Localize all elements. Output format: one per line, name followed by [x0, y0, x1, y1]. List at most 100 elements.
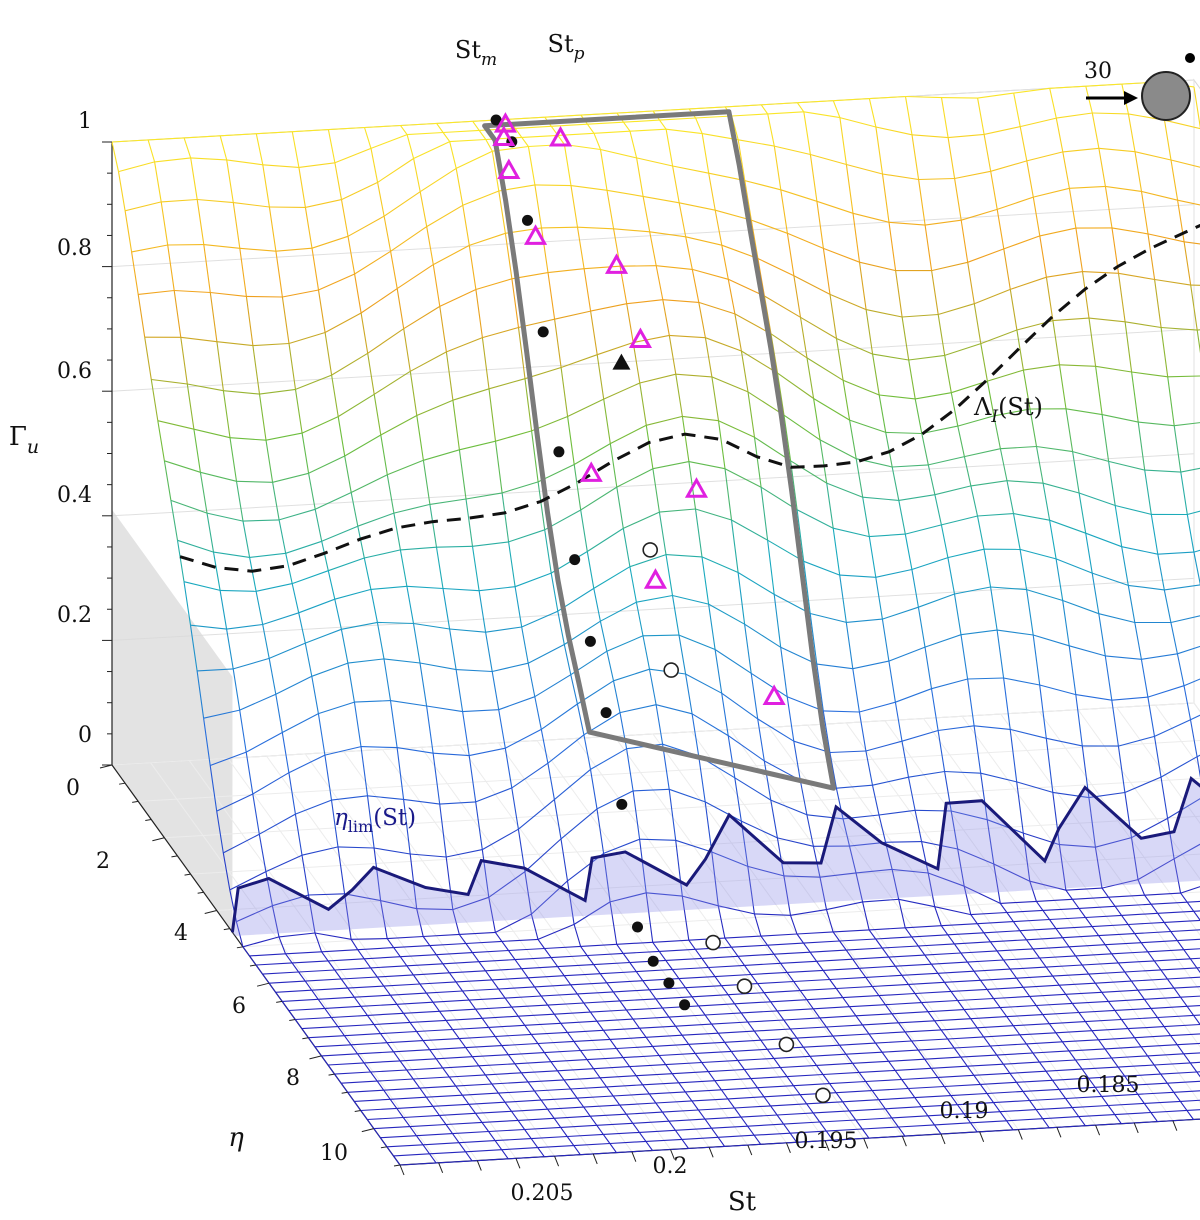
mesh-line — [1187, 900, 1200, 902]
mesh-line — [1141, 941, 1177, 943]
mesh-line — [1167, 977, 1200, 979]
mesh-line — [912, 1039, 948, 1041]
mesh-line — [803, 1047, 810, 1056]
mesh-line — [1187, 1004, 1200, 1006]
mesh-line — [367, 1015, 374, 1024]
mesh-line — [1181, 893, 1188, 902]
mesh-line — [764, 761, 771, 800]
mesh-line — [1049, 1126, 1085, 1128]
mesh-line — [476, 1111, 512, 1113]
mesh-line — [892, 1116, 928, 1118]
mesh-line — [712, 1128, 719, 1137]
mesh-line — [420, 984, 427, 993]
mesh-line — [695, 1053, 702, 1062]
mesh-line — [958, 1001, 965, 1010]
mesh-line — [984, 931, 1020, 933]
mesh-line — [1046, 1069, 1082, 1071]
mesh-line — [617, 942, 653, 944]
mesh-line — [974, 1075, 981, 1084]
mesh-line — [643, 635, 679, 636]
mesh-line — [498, 1093, 505, 1102]
mesh-line — [521, 1071, 557, 1073]
mesh-line — [942, 98, 978, 99]
mesh-line — [1043, 910, 1050, 919]
mesh-line — [368, 796, 404, 800]
mesh-line — [1046, 738, 1053, 792]
mesh-line — [571, 983, 607, 985]
mesh-line — [439, 1115, 446, 1124]
mesh-line — [476, 1113, 483, 1122]
mesh-line — [308, 1036, 344, 1038]
mesh-line — [515, 960, 522, 969]
eta-tick — [171, 856, 177, 857]
mesh-line — [413, 973, 449, 975]
mesh-line — [371, 966, 407, 968]
st-tick — [593, 1154, 597, 1164]
mesh-line — [954, 1046, 990, 1048]
mesh-line — [1144, 1101, 1180, 1103]
mesh-line — [302, 847, 338, 855]
mesh-line — [512, 1005, 548, 1007]
mesh-line — [246, 296, 282, 297]
mesh-line — [686, 986, 722, 988]
mesh-line — [1079, 1115, 1115, 1117]
mesh-line — [1194, 1013, 1200, 1015]
mesh-line — [354, 1099, 390, 1101]
mesh-line — [299, 970, 335, 972]
mesh-line — [738, 1058, 774, 1060]
mesh-line — [679, 977, 715, 979]
mesh-line — [1036, 1110, 1043, 1119]
mesh-line — [590, 1114, 626, 1116]
mesh-line — [584, 735, 591, 770]
mesh-line — [525, 1130, 532, 1139]
mesh-line — [909, 772, 945, 778]
mesh-line — [728, 736, 764, 761]
mesh-line — [554, 800, 561, 839]
mesh-line — [941, 1030, 948, 1039]
mesh-line — [1194, 541, 1200, 552]
mesh-line — [961, 951, 997, 953]
mesh-line — [1122, 915, 1129, 924]
mesh-line — [587, 953, 623, 955]
mesh-line — [666, 960, 673, 969]
mesh-line — [967, 960, 1003, 962]
mesh-line — [951, 991, 958, 1000]
mesh-line — [790, 1029, 797, 1038]
mesh-line — [1056, 1033, 1063, 1042]
mesh-line — [794, 741, 801, 780]
mesh-line — [774, 1058, 781, 1067]
mesh-line — [518, 1118, 554, 1120]
mesh-line — [1030, 996, 1037, 1005]
eta-tick — [119, 783, 125, 784]
mesh-line — [616, 1151, 652, 1153]
mesh-line — [1079, 906, 1115, 908]
mesh-line — [594, 1069, 601, 1078]
mesh-line — [853, 1061, 889, 1063]
mesh-line — [1144, 997, 1180, 999]
mesh-line — [794, 1084, 830, 1086]
mesh-line — [708, 968, 715, 977]
mesh-line — [1036, 1006, 1043, 1015]
mesh-line — [945, 980, 981, 982]
mesh-line — [728, 995, 735, 1004]
mesh-line — [876, 937, 912, 939]
mesh-line — [1187, 1108, 1200, 1110]
mesh-line — [541, 1100, 548, 1109]
mesh-line — [462, 1093, 498, 1095]
mesh-line — [305, 979, 341, 981]
mesh-line — [843, 996, 879, 998]
mesh-line — [692, 1101, 699, 1110]
mesh-line — [961, 1055, 997, 1057]
mesh-line — [931, 964, 938, 973]
eta-tick — [362, 1129, 374, 1132]
mesh-line — [682, 1139, 689, 1148]
mesh-line — [935, 1019, 971, 1021]
mesh-line — [1099, 1040, 1106, 1049]
mesh-line — [459, 1143, 466, 1152]
mesh-line — [1017, 976, 1053, 978]
mesh-line — [754, 1133, 790, 1135]
mesh-line — [309, 894, 345, 895]
mesh-line — [1072, 1003, 1079, 1012]
mesh-line — [1108, 1001, 1115, 1010]
mesh-line — [771, 1002, 778, 1011]
